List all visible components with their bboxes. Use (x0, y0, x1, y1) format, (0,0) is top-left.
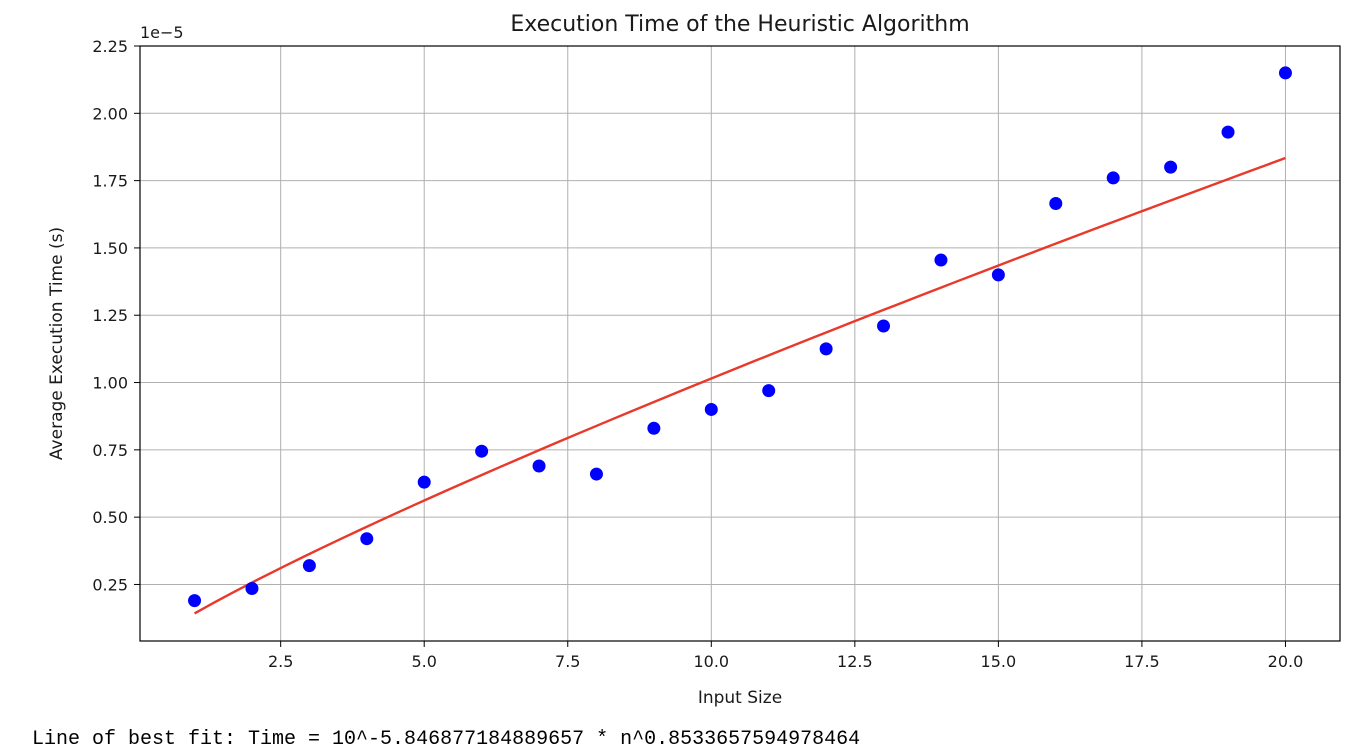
x-tick-label: 20.0 (1268, 652, 1304, 671)
y-tick-label: 1.00 (92, 374, 128, 393)
data-point (1106, 171, 1120, 185)
y-axis-offset-label: 1e−5 (140, 23, 184, 42)
plot-area-frame (139, 45, 1341, 642)
y-axis-label: Average Execution Time (s) (47, 227, 67, 460)
y-tick-label: 0.75 (92, 441, 128, 460)
data-point (1049, 197, 1063, 210)
y-tick-label: 0.25 (92, 575, 128, 594)
data-points-layer (188, 66, 1292, 608)
data-point (762, 384, 776, 398)
best-fit-output-text: Line of best fit: Time = 10^-5.846877184… (32, 728, 861, 751)
data-point (991, 268, 1005, 282)
data-point (302, 559, 316, 573)
data-point (532, 459, 546, 473)
y-tick-label: 0.50 (92, 508, 128, 527)
data-point (475, 444, 489, 458)
data-point (1221, 125, 1235, 139)
x-tick-label: 7.5 (555, 652, 580, 671)
x-tick-label: 12.5 (837, 652, 873, 671)
data-point (417, 475, 431, 489)
data-point (877, 319, 891, 333)
data-point (704, 402, 718, 416)
chart-title: Execution Time of the Heuristic Algorith… (510, 12, 969, 37)
scatter-chart: 2.5 5.0 7.5 10.0 12.5 15.0 17.5 20.0 0.25 0.50 0.7… (47, 12, 1341, 708)
best-fit-line (193, 156, 1286, 615)
data-point (360, 532, 374, 546)
data-point (1278, 66, 1292, 80)
y-tick-label: 1.25 (92, 306, 128, 325)
data-point (934, 253, 948, 267)
data-point (647, 421, 661, 435)
x-axis-label: Input Size (698, 688, 782, 708)
x-tick-label: 17.5 (1124, 652, 1160, 671)
y-tick-label: 2.00 (92, 104, 128, 123)
axis-ticks: 2.5 5.0 7.5 10.0 12.5 15.0 17.5 20.0 0.25 0.50 0.7… (92, 37, 1303, 671)
data-point (819, 342, 833, 356)
x-tick-label: 2.5 (268, 652, 293, 671)
y-tick-label: 1.75 (92, 172, 128, 191)
x-tick-label: 15.0 (981, 652, 1017, 671)
best-fit-line-layer (193, 156, 1286, 615)
data-point (188, 594, 202, 608)
x-tick-label: 10.0 (693, 652, 729, 671)
x-tick-label: 5.0 (411, 652, 436, 671)
data-point (589, 467, 603, 481)
y-tick-label: 2.25 (92, 37, 128, 56)
y-tick-label: 1.50 (92, 239, 128, 258)
data-point (1164, 160, 1178, 174)
data-point (245, 582, 259, 595)
grid-lines (140, 45, 1340, 641)
